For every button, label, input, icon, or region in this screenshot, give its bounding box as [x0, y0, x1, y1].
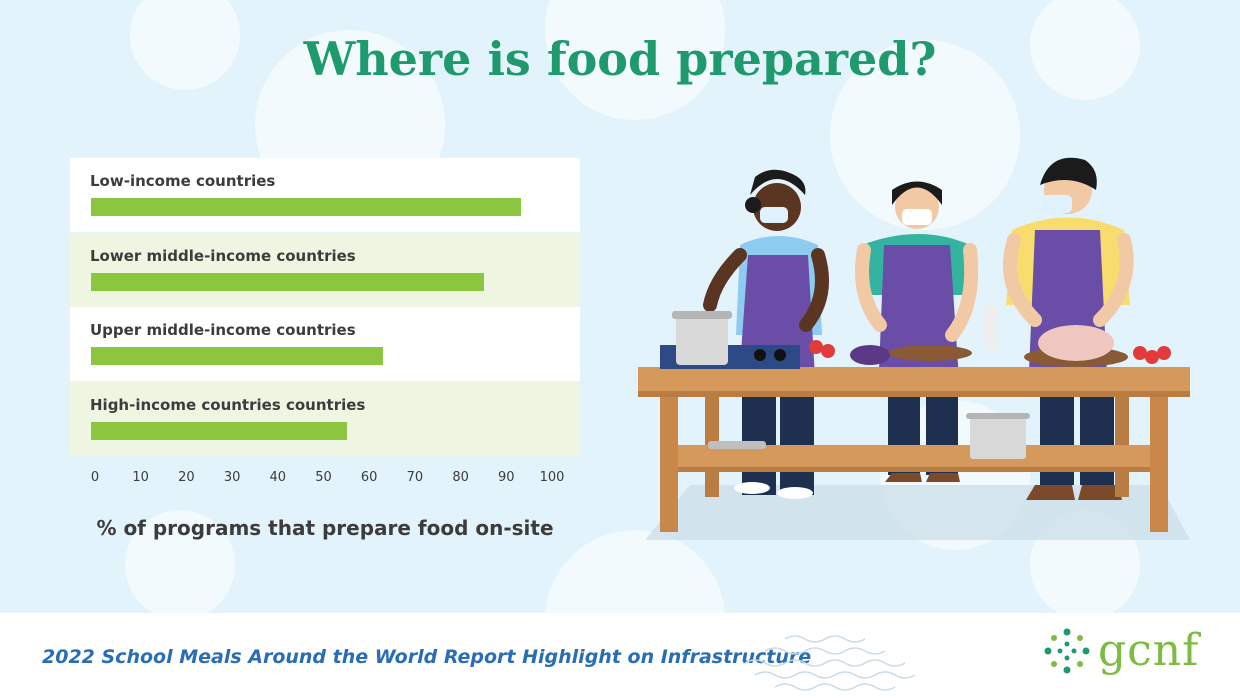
x-tick-label: 60 [360, 470, 378, 485]
category-label: Lower middle-income countries [90, 246, 356, 265]
x-tick-label: 0 [90, 470, 100, 485]
x-tick-label: 20 [178, 470, 195, 485]
category-label: High-income countries countries [90, 395, 366, 414]
logo-text: gcnf [1098, 625, 1200, 676]
logo-dots-icon [1044, 628, 1090, 673]
x-tick-label: 30 [223, 470, 241, 485]
background-bubble [1030, 0, 1140, 100]
page-title: Where is food prepared? [303, 32, 937, 86]
chart-row: Lower middle-income countries [70, 232, 580, 307]
x-tick-label: 100 [539, 470, 565, 485]
x-tick-label: 90 [498, 470, 515, 485]
x-tick-label: 10 [132, 470, 149, 485]
x-tick-label: 80 [452, 470, 469, 485]
background-bubble [130, 0, 240, 90]
bar [91, 421, 347, 440]
kitchen-table [638, 367, 1190, 532]
category-label: Low-income countries [90, 172, 276, 190]
chart-row: High-income countries countries [70, 381, 580, 456]
x-tick-label: 70 [406, 470, 424, 485]
x-axis-label: % of programs that prepare food on-site [96, 516, 554, 540]
x-tick-label: 40 [269, 470, 287, 485]
chart-row: Low-income countries [70, 158, 580, 232]
cooks-illustration [638, 157, 1190, 540]
background-bubble [125, 510, 235, 620]
waves-decoration [745, 635, 916, 691]
x-tick-label: 50 [315, 470, 332, 485]
cook-middle [855, 181, 979, 482]
bar [91, 198, 521, 216]
category-label: Upper middle-income countries [90, 321, 356, 339]
bar [91, 272, 485, 291]
gcnf-logo: gcnf [1042, 625, 1199, 676]
footer-bar: 2022 School Meals Around the World Repor… [0, 613, 1240, 698]
chart-row: Upper middle-income countries [70, 307, 580, 381]
bar [91, 347, 384, 365]
footer-text: 2022 School Meals Around the World Repor… [42, 646, 812, 668]
